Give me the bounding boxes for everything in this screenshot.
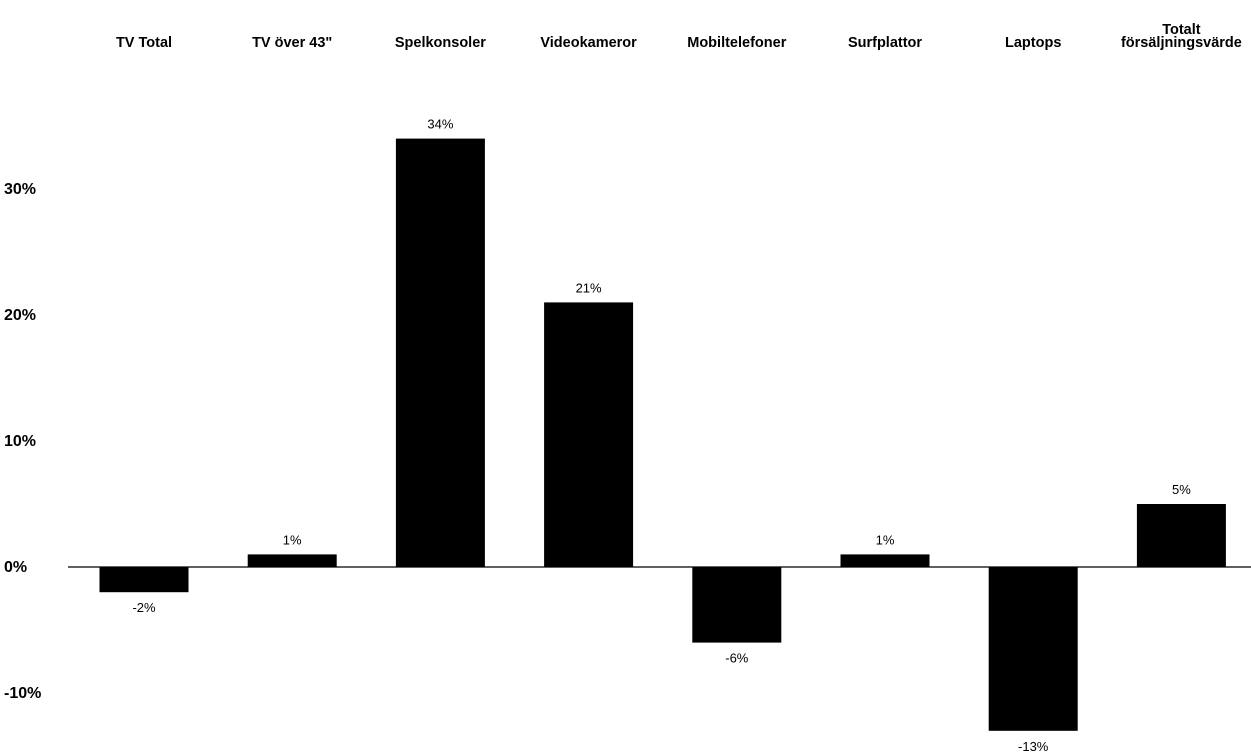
category-label: Surfplattor (848, 35, 922, 51)
y-tick-label: 30% (4, 181, 36, 198)
y-tick-label: 0% (4, 559, 27, 576)
y-tick-label: 20% (4, 307, 36, 324)
data-label: 34% (427, 117, 453, 132)
category-label-line: Totalt (1162, 22, 1201, 38)
category-label: Mobiltelefoner (687, 35, 786, 51)
y-tick-label: 10% (4, 433, 36, 450)
category-label: TV över 43" (252, 35, 332, 51)
data-labels-group: -2% 1% 34% 21% -6% 1% -13% 5% (132, 117, 1191, 754)
data-label: -13% (1018, 739, 1049, 754)
y-axis-ticks: -10% 0% 10% 20% 30% (4, 181, 41, 702)
category-label-line: Mobiltelefoner (687, 35, 786, 51)
bar (840, 554, 930, 567)
data-label: -2% (132, 600, 156, 615)
category-label: Videokameror (540, 35, 637, 51)
category-label-line: Videokameror (540, 35, 637, 51)
bar (988, 567, 1078, 731)
bar (99, 567, 189, 593)
category-label-line: TV över 43" (252, 35, 332, 51)
category-label-line: försäljningsvärde (1121, 35, 1242, 51)
y-tick-label: -10% (4, 685, 41, 702)
data-label: 1% (876, 532, 895, 547)
bar (395, 138, 485, 567)
data-label: -6% (725, 651, 749, 666)
category-label: Spelkonsoler (395, 35, 486, 51)
bar (544, 302, 634, 567)
bar (1136, 504, 1226, 567)
category-label-line: TV Total (116, 35, 172, 51)
data-label: 21% (576, 280, 602, 295)
data-label: 1% (283, 532, 302, 547)
category-label: Totalt försäljningsvärde (1121, 22, 1242, 51)
category-label-line: Surfplattor (848, 35, 922, 51)
bars-group (99, 138, 1226, 731)
category-label-line: Laptops (1005, 35, 1061, 51)
category-label: Laptops (1005, 35, 1061, 51)
bar (247, 554, 337, 567)
category-label: TV Total (116, 35, 172, 51)
category-label-line: Spelkonsoler (395, 35, 486, 51)
data-label: 5% (1172, 482, 1191, 497)
bar (692, 567, 782, 643)
category-labels: TV Total TV över 43" Spelkonsoler Videokame… (116, 22, 1242, 51)
